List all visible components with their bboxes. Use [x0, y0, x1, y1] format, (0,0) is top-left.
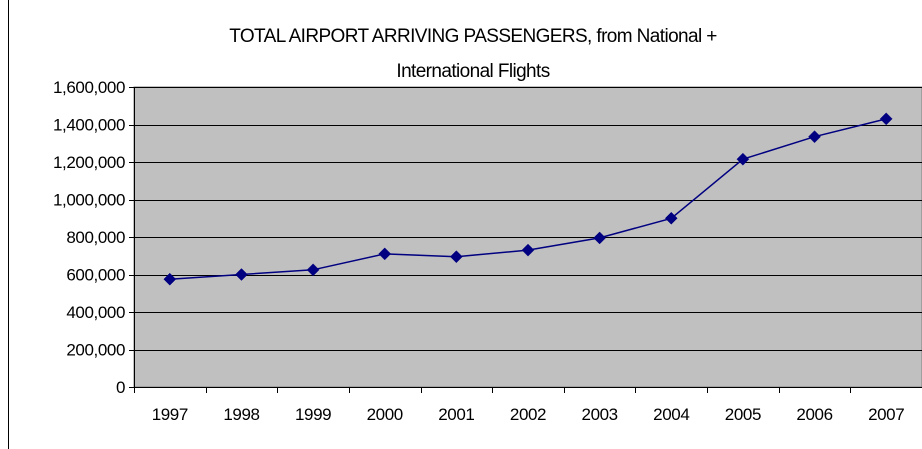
data-point-marker: [235, 268, 248, 281]
series-markers: [163, 112, 893, 286]
data-point-marker: [163, 272, 177, 286]
chart-title-line-2: International Flights: [396, 61, 549, 82]
y-tick-label: 1,000,000: [53, 191, 125, 210]
x-tick-label: 2003: [582, 405, 618, 424]
x-tick-label: 2006: [796, 405, 832, 424]
y-tick-label: 200,000: [66, 341, 125, 360]
y-tick-label: 1,400,000: [53, 116, 125, 135]
x-tick-label: 2007: [868, 405, 904, 424]
chart-title-line-1: TOTAL AIRPORT ARRIVING PASSENGERS, from …: [229, 26, 717, 47]
y-tick-label: 600,000: [66, 266, 125, 285]
x-tick-label: 2000: [367, 405, 403, 424]
data-point-marker: [521, 243, 535, 257]
data-point-marker: [593, 231, 606, 245]
x-tick-label: 1999: [295, 405, 331, 424]
data-point-marker: [378, 247, 392, 261]
y-tick-label: 0: [116, 378, 125, 397]
x-tick-label: 2004: [653, 405, 689, 424]
x-tick-label: 1998: [223, 405, 259, 424]
y-tick-label: 400,000: [66, 303, 125, 322]
data-point-marker: [879, 112, 893, 126]
data-point-marker: [664, 211, 678, 225]
gridlines: [134, 87, 922, 351]
axes: [129, 87, 922, 393]
x-tick-label: 2002: [510, 405, 546, 424]
y-tick-label: 800,000: [66, 228, 125, 247]
x-tick-label: 2005: [725, 405, 761, 424]
x-tick-label: 1997: [152, 405, 188, 424]
data-point-marker: [736, 152, 750, 166]
y-tick-label: 1,200,000: [53, 153, 125, 172]
x-axis-tick-labels: 1997 1998 1999 2000 2001 2002 2003 2004 2005 2006…: [152, 405, 905, 424]
data-point-marker: [450, 250, 463, 264]
data-point-marker: [808, 130, 821, 144]
y-axis-tick-labels: 0 200,000 400,000 600,000 800,000 1,000,000 1,…: [53, 78, 125, 397]
x-tick-label: 2001: [438, 405, 474, 424]
y-tick-label: 1,600,000: [53, 78, 125, 97]
data-point-marker: [306, 263, 320, 277]
